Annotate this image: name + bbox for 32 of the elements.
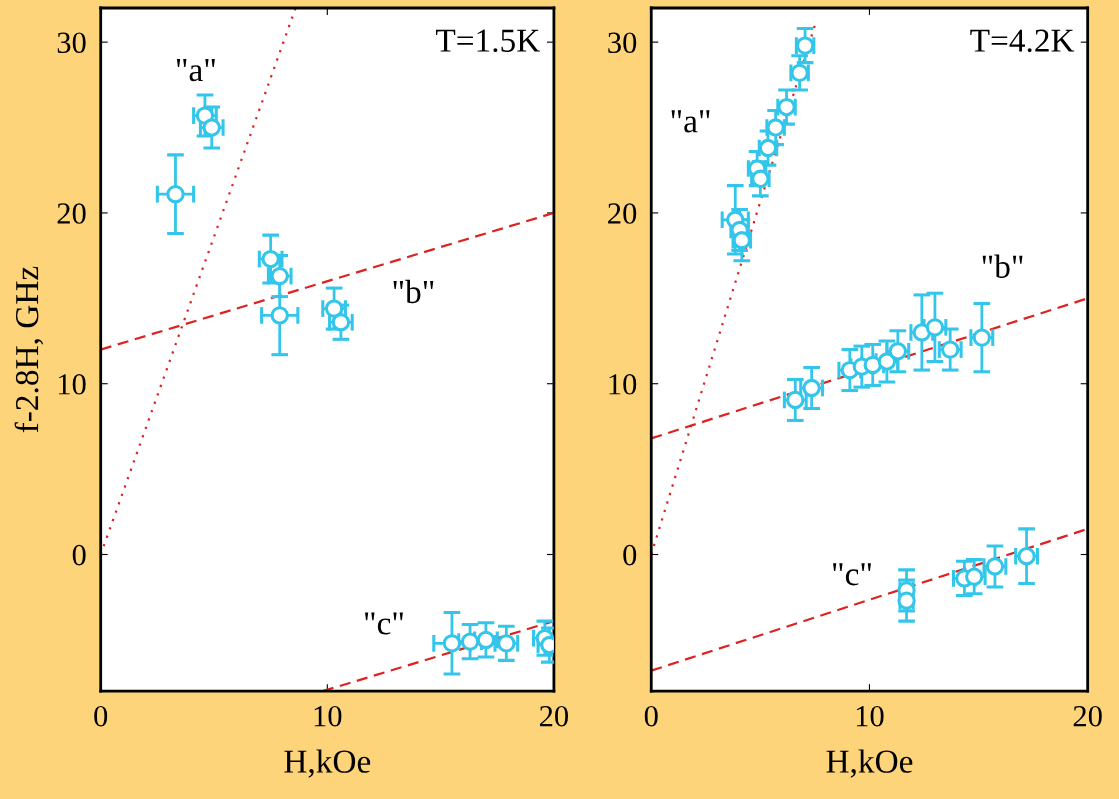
point: [442, 634, 462, 653]
annotation: "c": [365, 612, 403, 635]
annotation: "b": [982, 254, 1023, 278]
annotation: "c": [833, 563, 871, 586]
y-tick-label: 10: [58, 374, 86, 395]
x-axis-title: H,kOe: [826, 749, 913, 778]
x-tick-label: 0: [644, 705, 658, 727]
y-tick-label: 30: [57, 32, 86, 54]
point: [270, 266, 289, 286]
point: [1017, 547, 1036, 566]
y-tick-label: 20: [57, 203, 86, 224]
y-tick-label: 30: [608, 32, 637, 54]
annotation: T=1.5K: [436, 29, 540, 53]
y-axis-title: f-2.8H, GHz: [14, 266, 44, 433]
annotation: "b": [393, 279, 434, 304]
annotation: "a": [671, 110, 710, 133]
y-tick-label: 20: [608, 203, 637, 224]
x-tick-label: 20: [1073, 705, 1102, 727]
y-tick-label: 0: [72, 544, 86, 566]
x-tick-label: 10: [314, 705, 342, 727]
x-tick-label: 20: [539, 705, 569, 727]
point: [166, 184, 185, 204]
y-tick-label: 10: [609, 374, 637, 395]
annotation: "a": [176, 59, 215, 82]
x-tick-label: 0: [94, 705, 108, 727]
x-tick-label: 10: [856, 705, 884, 727]
x-axis-title: H,kOe: [284, 749, 371, 778]
point: [941, 340, 960, 359]
point: [202, 118, 221, 137]
annotation: T=4.2K: [970, 29, 1075, 53]
point: [270, 306, 289, 325]
y-tick-label: 0: [623, 544, 637, 566]
